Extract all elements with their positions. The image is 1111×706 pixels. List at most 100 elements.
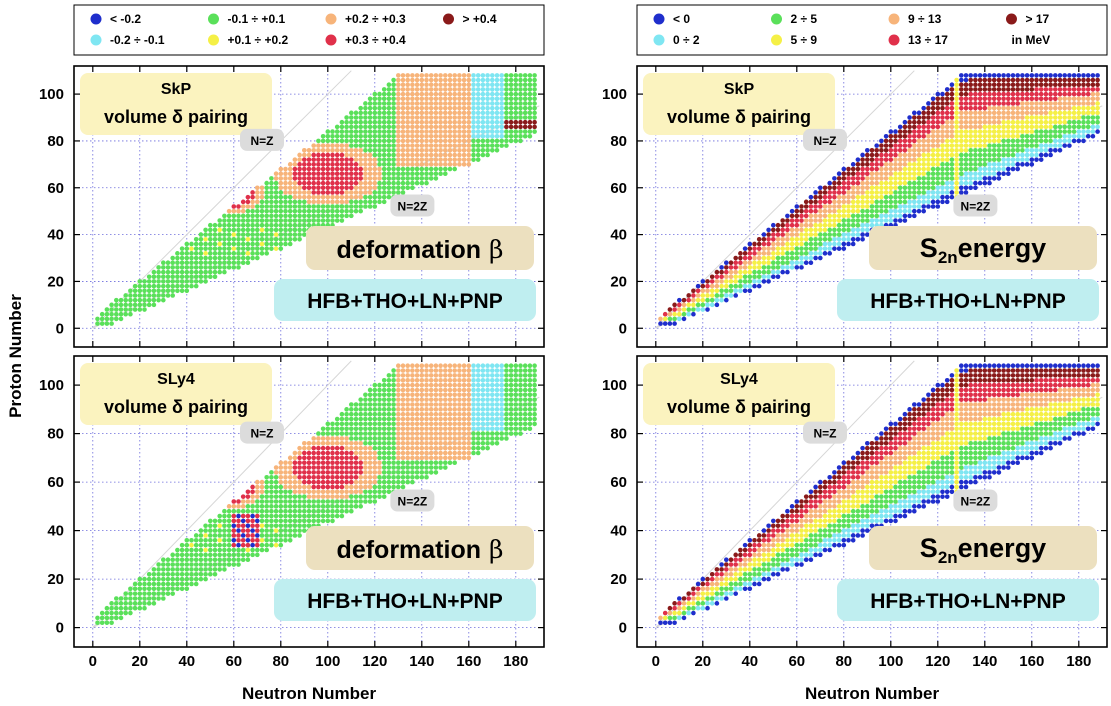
nuclide-dot	[893, 171, 898, 177]
nuclide-dot	[457, 96, 462, 102]
nuclide-dot	[447, 426, 453, 432]
nuclide-dot	[940, 190, 945, 195]
nuclide-dot	[494, 73, 500, 78]
nuclide-dot	[358, 166, 364, 172]
nuclide-dot	[330, 157, 335, 162]
nuclide-dot	[222, 213, 227, 219]
nuclide-dot	[396, 91, 401, 97]
nuclide-dot	[888, 213, 894, 219]
nuclide-dot	[949, 91, 955, 97]
nuclide-dot	[1043, 119, 1049, 125]
nuclide-dot	[771, 227, 776, 233]
nuclide-dot	[156, 293, 161, 298]
nuclide-dot	[367, 157, 373, 162]
quantity-label-bg	[869, 226, 1097, 270]
nuclide-dot	[912, 152, 917, 158]
nuclide-dot	[452, 436, 458, 441]
nuclide-dot	[1020, 143, 1025, 148]
nuclide-dot	[766, 246, 771, 251]
nuclide-dot	[161, 586, 166, 592]
nuclide-dot	[363, 489, 368, 495]
nuclide-dot	[372, 96, 378, 102]
nuclide-dot	[283, 533, 288, 538]
nuclide-dot	[316, 436, 321, 441]
nuclide-dot	[259, 528, 265, 533]
nuclide-dot	[1090, 87, 1096, 92]
quantity-word: energy	[958, 233, 1047, 263]
nuclide-dot	[527, 368, 533, 373]
nuclide-dot	[175, 586, 180, 592]
nuclide-dot	[447, 421, 453, 427]
nuclide-dot	[438, 115, 443, 120]
nuclide-dot	[320, 436, 326, 441]
nuclide-dot	[897, 190, 903, 195]
nuclide-dot	[944, 87, 950, 92]
nuclide-dot	[457, 143, 462, 148]
nuclide-dot	[269, 489, 274, 495]
nuclide-dot	[902, 148, 908, 153]
nuclide-dot	[869, 180, 875, 186]
nuclide-dot	[433, 176, 439, 181]
nuclide-dot	[264, 538, 270, 543]
nuclide-dot	[855, 185, 861, 191]
nuclide-dot	[1053, 105, 1058, 111]
nuclide-dot	[396, 73, 401, 78]
nuclide-dot	[504, 368, 509, 373]
nuclide-dot	[283, 523, 288, 529]
nuclide-dot	[789, 213, 795, 219]
nuclide-dot	[973, 129, 978, 134]
nuclide-dot	[203, 260, 208, 266]
nuclide-dot	[386, 479, 392, 485]
nuclide-dot	[897, 218, 903, 223]
nuclide-dot	[245, 260, 251, 266]
nuclide-dot	[419, 119, 425, 125]
nuclide-dot	[165, 557, 171, 562]
nuclide-dot	[410, 421, 415, 427]
nuclide-dot	[358, 426, 364, 432]
nuclide-dot	[175, 571, 180, 577]
nuclide-dot	[850, 232, 856, 237]
nuclide-dot	[433, 392, 439, 398]
nuclide-dot	[869, 218, 875, 223]
nuclide-dot	[287, 508, 293, 514]
nuclide-dot	[311, 455, 317, 461]
nuclide-dot	[672, 321, 677, 326]
nuclide-dot	[968, 138, 973, 144]
nuclide-dot	[349, 436, 354, 441]
nuclide-dot	[193, 562, 199, 567]
nuclide-dot	[959, 91, 964, 97]
nuclide-dot	[203, 547, 208, 553]
nuclide-dot	[165, 293, 171, 298]
nuclide-dot	[883, 171, 889, 177]
nuclide-dot	[841, 204, 847, 209]
nuclide-dot	[888, 204, 894, 209]
nuclide-dot	[475, 115, 481, 120]
nuclide-dot	[396, 129, 401, 134]
nuclide-dot	[287, 455, 293, 461]
nuclide-dot	[297, 199, 302, 205]
nuclide-dot	[302, 474, 307, 480]
nuclide-dot	[860, 218, 865, 223]
nuclide-dot	[494, 96, 500, 102]
nuclide-dot	[1057, 105, 1063, 111]
nuclide-dot	[902, 185, 908, 191]
nuclide-dot	[836, 199, 842, 205]
nuclide-dot	[1043, 138, 1049, 144]
nuclide-dot	[518, 101, 523, 106]
nuclide-dot	[330, 190, 335, 195]
nuclide-dot	[461, 82, 467, 88]
nuclide-dot	[264, 241, 270, 247]
nuclide-dot	[902, 213, 908, 219]
nuclide-dot	[471, 431, 476, 436]
nuclide-dot	[926, 124, 931, 130]
nuclide-dot	[789, 222, 795, 228]
nuclide-dot	[306, 455, 312, 461]
nuclide-dot	[386, 455, 392, 461]
nuclide-dot	[146, 283, 152, 289]
nuclide-dot	[278, 241, 284, 247]
nuclide-dot	[504, 91, 509, 97]
nuclide-dot	[944, 166, 950, 172]
nuclide-dot	[850, 213, 856, 219]
nuclide-dot	[292, 513, 298, 519]
nuclide-dot	[475, 450, 481, 456]
